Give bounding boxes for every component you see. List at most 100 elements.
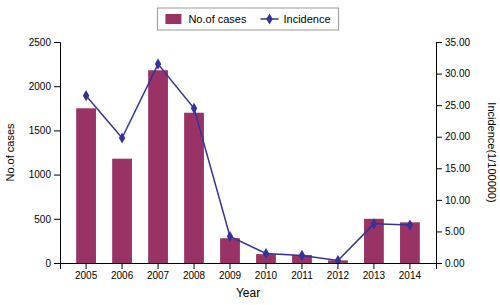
x-axis-title: Year	[236, 286, 260, 300]
tick: 2500	[29, 37, 60, 48]
tick-mark	[373, 263, 374, 269]
tick-mark	[122, 263, 123, 269]
y-axis-title: No.of cases	[4, 123, 16, 182]
legend-item: No.of cases	[165, 13, 247, 25]
marker	[335, 255, 341, 263]
tick: 2013	[363, 263, 386, 281]
tick-label: 2009	[219, 270, 242, 281]
legend-item: Incidence	[261, 13, 331, 25]
tick-mark	[54, 219, 60, 220]
tick-mark	[301, 263, 302, 269]
legend-label: No.of cases	[188, 13, 247, 25]
tick: 2007	[147, 263, 170, 281]
tick-mark	[436, 168, 442, 169]
tick-mark	[54, 42, 60, 43]
bar	[364, 219, 384, 263]
tick-label: 2008	[183, 270, 206, 281]
marker	[119, 132, 125, 143]
tick-mark	[54, 175, 60, 176]
tick-label: 15.00	[445, 163, 470, 174]
marks	[76, 59, 420, 263]
tick-mark	[265, 263, 266, 269]
tick-label: 30.00	[445, 68, 470, 79]
tick-label: 1000	[29, 169, 52, 180]
tick-label: 2000	[29, 81, 52, 92]
tick-label: 20.00	[445, 131, 470, 142]
legend-frame	[157, 8, 338, 30]
marker	[191, 103, 197, 114]
marker	[83, 90, 89, 101]
legend-label: Incidence	[284, 13, 331, 25]
marker	[155, 59, 161, 70]
tick-mark	[436, 137, 442, 138]
tick: 2009	[219, 263, 242, 281]
tick-mark	[436, 105, 442, 106]
tick-label: 2012	[327, 270, 350, 281]
tick: 30.00	[436, 68, 470, 79]
tick-label: 0	[45, 258, 51, 269]
x-axis: 2005 2006 2007 2008 2009 2010 2011 2012 2013 2014	[61, 263, 437, 281]
tick: 2010	[255, 263, 278, 281]
tick: 2008	[183, 263, 206, 281]
tick-label: 2010	[255, 270, 278, 281]
tick-mark	[409, 263, 410, 269]
tick-label: 2500	[29, 37, 52, 48]
tick: 10.00	[436, 195, 470, 206]
line-series	[83, 59, 413, 263]
tick-label: 25.00	[445, 100, 470, 111]
tick-mark	[436, 263, 442, 264]
tick-label: 2007	[147, 270, 170, 281]
tick: 2000	[29, 81, 60, 92]
tick: 2011	[291, 263, 313, 281]
tick-mark	[158, 263, 159, 269]
tick: 0	[45, 258, 60, 269]
tick-label: 500	[34, 214, 51, 225]
tick: 0.00	[436, 258, 465, 269]
tick-label: 0.00	[445, 258, 465, 269]
bar	[148, 70, 168, 263]
tick: 5.00	[436, 226, 465, 237]
tick-label: 10.00	[445, 195, 470, 206]
tick-label: 35.00	[445, 37, 470, 48]
tick: 1000	[29, 169, 60, 180]
tick: 15.00	[436, 163, 470, 174]
tick-label: 2014	[399, 270, 422, 281]
tick-mark	[436, 42, 442, 43]
tick-label: 5.00	[445, 226, 465, 237]
chart: 2005 2006 2007 2008 2009 2010 2011 2012 2013 2014…	[0, 0, 500, 305]
tick: 2006	[111, 263, 134, 281]
y2-axis-title: Incidence(1/100000)	[486, 102, 498, 202]
tick: 20.00	[436, 131, 470, 142]
tick-mark	[436, 200, 442, 201]
axis-line	[437, 43, 443, 264]
tick: 2014	[399, 263, 422, 281]
tick-mark	[86, 263, 87, 269]
tick: 2005	[75, 263, 98, 281]
tick-mark	[436, 74, 442, 75]
bar	[112, 159, 132, 263]
tick: 1500	[29, 125, 60, 136]
legend: No.of cases Incidence	[157, 8, 338, 30]
axis-line	[54, 43, 61, 264]
tick-mark	[194, 263, 195, 269]
marker	[227, 231, 233, 242]
tick-mark	[337, 263, 338, 269]
plot: 2005 2006 2007 2008 2009 2010 2011 2012 2013 2014…	[4, 37, 498, 300]
tick-mark	[230, 263, 231, 269]
legend-swatch	[165, 14, 181, 24]
marker	[299, 250, 305, 261]
tick: 35.00	[436, 37, 470, 48]
tick-mark	[436, 231, 442, 232]
tick-label: 2011	[291, 270, 313, 281]
axis-line	[61, 264, 437, 270]
line	[86, 64, 410, 260]
marker	[371, 218, 377, 229]
tick-mark	[54, 130, 60, 131]
tick-label: 1500	[29, 125, 52, 136]
y2-axis: 0.00 5.00 10.00 15.00 20.00 25.00 30.00 35.00	[436, 37, 470, 269]
tick-label: 2006	[111, 270, 134, 281]
tick-label: 2013	[363, 270, 386, 281]
legend-marker	[266, 13, 272, 24]
tick: 500	[34, 214, 60, 225]
tick-label: 2005	[75, 270, 98, 281]
